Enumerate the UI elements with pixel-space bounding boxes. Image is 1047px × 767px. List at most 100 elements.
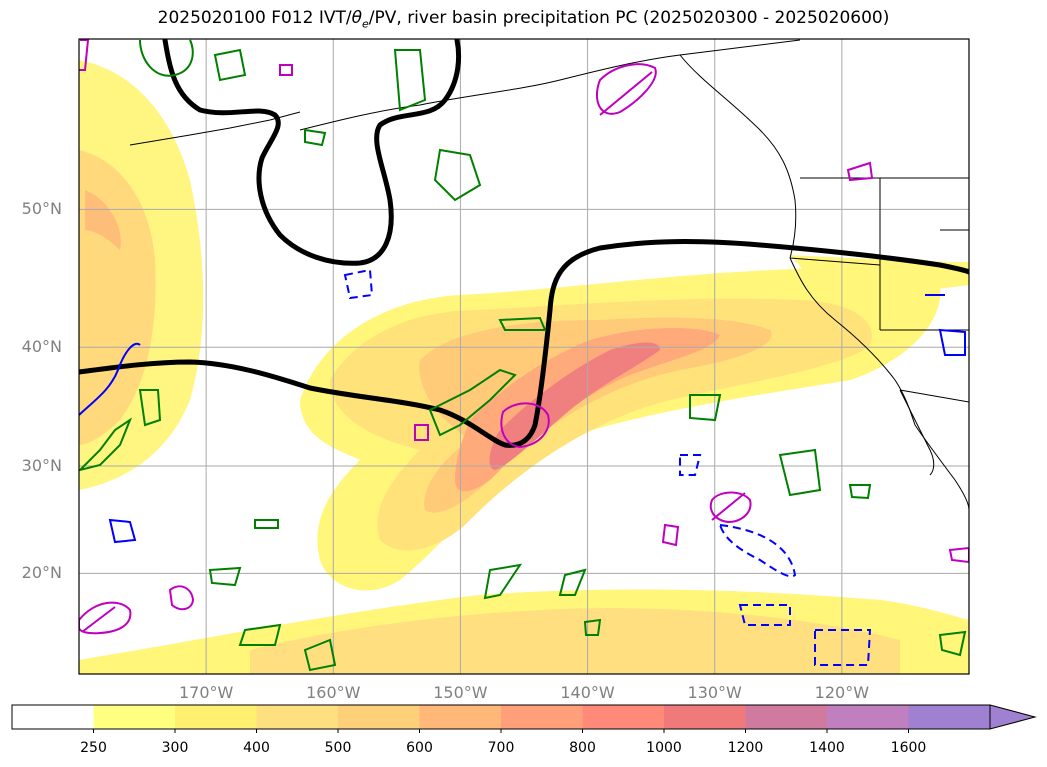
colorbar-tick-label: 1200 [727,740,764,756]
pv-contour-north [162,39,462,266]
pv-contour-main [79,239,969,448]
green-contour [138,389,162,427]
gridlines [79,39,969,674]
coastline-baja [899,389,935,476]
coastline [129,39,969,511]
blue-contour-dashed [738,604,791,626]
magenta-contour [79,601,132,635]
colorbar-segment [582,705,665,729]
green-contour [778,448,822,497]
colorbar-segment [908,705,991,729]
green-contour [139,39,194,77]
magenta-contour [500,402,550,449]
longitude-label: 130°W [687,683,742,702]
longitude-label: 150°W [433,683,488,702]
title-suffix: /PV, river basin precipitation PC (20250… [368,8,890,28]
coastline-bc [679,54,797,259]
colorbar-segment [745,705,828,729]
latitude-label: 50°N [21,199,62,219]
negative-contours [79,268,966,666]
title-theta: θ [351,8,362,28]
positive-contours [79,39,967,672]
latitude-label: 30°N [21,456,62,476]
magenta-contour [414,424,429,441]
blue-contour [938,328,966,356]
magenta-contour [279,64,293,76]
magenta-contour [79,39,90,71]
green-contour [498,316,547,331]
colorbar [11,704,1037,733]
colorbar-segment [827,705,909,729]
ivt-shading [79,60,969,674]
longitude-label: 160°W [306,683,361,702]
green-contour [208,566,242,587]
colorbar-tick-label: 800 [569,740,596,756]
colorbar-tick-label: 500 [324,740,352,756]
green-contour [238,623,282,646]
colorbar-segment [664,705,746,729]
map-frame [78,38,970,675]
colorbar-segment [501,705,583,729]
ivt-band-west-peak [85,190,121,250]
colorbar-segment [12,705,94,729]
border-states [789,178,969,331]
ivt-band-south-core [250,608,900,674]
ivt-river-1000 [489,342,660,470]
colorbar-tick-label: 1000 [646,740,682,756]
green-contour [848,484,872,500]
green-contour [254,519,279,529]
colorbar-tick-label: 1600 [890,740,927,756]
title-prefix: 2025020100 F012 IVT/ [157,8,352,28]
blue-contour [79,342,141,416]
title-theta-sub: e [362,17,369,31]
pv-contour [79,39,969,448]
colorbar-tick-label: 400 [243,740,270,756]
magenta-contour [661,523,680,547]
colorbar-tick-label: 300 [161,740,189,756]
ivt-river-600 [419,317,772,513]
magenta-contour [595,63,657,116]
green-contour [433,148,482,202]
blue-contour-dashed [718,523,797,578]
map-panel [78,38,970,675]
magenta-contour [846,161,874,182]
magenta-contour [168,585,195,611]
green-contour [304,128,327,147]
green-contour [393,49,427,112]
colorbar-segment [93,705,176,729]
green-contour [558,568,587,596]
green-contour [483,563,523,600]
blue-contour [108,518,137,544]
magenta-contour [948,546,969,564]
green-contour [938,630,967,657]
green-contour [79,417,133,472]
blue-contour-dashed [343,268,374,300]
green-contour [689,394,722,422]
latitude-label: 40°N [21,337,62,357]
latitude-label: 20°N [21,563,62,583]
colorbar-tick-label: 1400 [809,740,845,756]
blue-contour-dashed [679,454,702,476]
coastline-alaska [299,39,801,131]
green-contour [428,368,517,437]
longitude-label: 170°W [178,683,234,702]
green-contour [583,618,602,636]
longitude-label: 140°W [560,683,615,702]
longitude-label: 120°W [814,683,870,702]
figure-title: 2025020100 F012 IVT/θe/PV, river basin p… [0,8,1047,30]
colorbar-segment [175,705,257,729]
colorbar-tick-label: 250 [80,740,107,756]
colorbar-tick-label: 700 [487,740,515,756]
colorbar-tick-label: 600 [406,740,433,756]
colorbar-extend-arrow [989,704,1037,730]
coastline-uscoast [789,257,969,511]
magenta-contours [79,39,969,635]
border-us-mexico [899,389,969,403]
magenta-contour [709,491,752,524]
colorbar-segment [338,705,420,729]
green-contour [213,48,247,82]
colorbar-segment [419,705,502,729]
colorbar-segment [256,705,339,729]
green-contour [303,638,337,672]
